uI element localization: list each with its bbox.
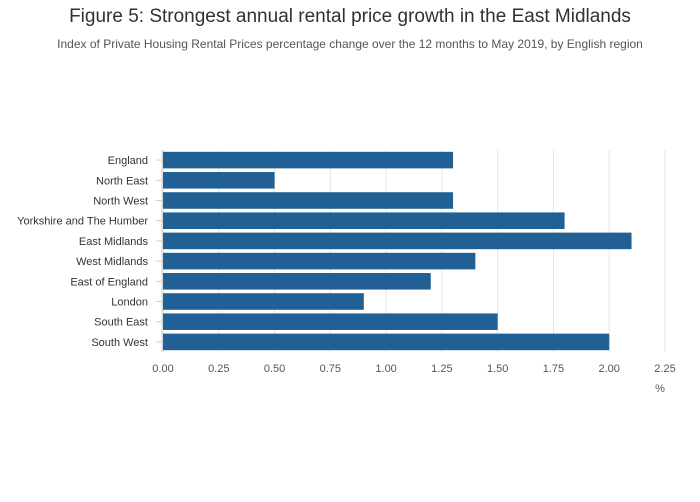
category-label: North East — [96, 175, 148, 187]
category-label: East Midlands — [79, 236, 149, 248]
bar — [163, 293, 364, 310]
x-tick-label: 1.25 — [431, 363, 452, 375]
chart-title: Figure 5: Strongest annual rental price … — [69, 6, 631, 27]
bar — [163, 192, 454, 209]
category-label: Yorkshire and The Humber — [17, 216, 148, 228]
category-label: North West — [93, 196, 148, 208]
bar — [163, 313, 498, 330]
x-tick-label: 2.00 — [599, 363, 620, 375]
x-tick-label: 0.25 — [208, 363, 229, 375]
category-label: South East — [94, 317, 148, 329]
x-tick-label: 2.25 — [654, 363, 675, 375]
x-tick-label: 1.50 — [487, 363, 508, 375]
category-label: London — [111, 297, 148, 309]
bar — [163, 212, 565, 229]
x-tick-label: 0.00 — [152, 363, 173, 375]
bar — [163, 172, 275, 189]
x-tick-labels: 0.00 0.25 0.50 0.75 1.00 1.25 1.50 1.75 2.00 2.25 — [152, 363, 675, 375]
category-label: East of England — [70, 276, 148, 288]
chart-subtitle: Index of Private Housing Rental Prices p… — [57, 37, 643, 51]
bar — [163, 151, 454, 169]
bar — [163, 333, 610, 351]
x-axis-label: % — [655, 383, 665, 395]
x-tick-label: 0.75 — [320, 363, 341, 375]
category-label: South West — [91, 337, 148, 349]
bars — [163, 151, 632, 351]
bar — [163, 232, 632, 250]
x-tick-label: 1.00 — [375, 363, 396, 375]
x-tick-label: 1.75 — [543, 363, 564, 375]
category-labels: England North East North West Yorkshire and… — [17, 155, 148, 349]
x-tick-label: 0.50 — [264, 363, 285, 375]
category-label: West Midlands — [76, 256, 148, 268]
category-label: England — [108, 155, 148, 167]
bar — [163, 252, 476, 270]
bar — [163, 273, 431, 290]
